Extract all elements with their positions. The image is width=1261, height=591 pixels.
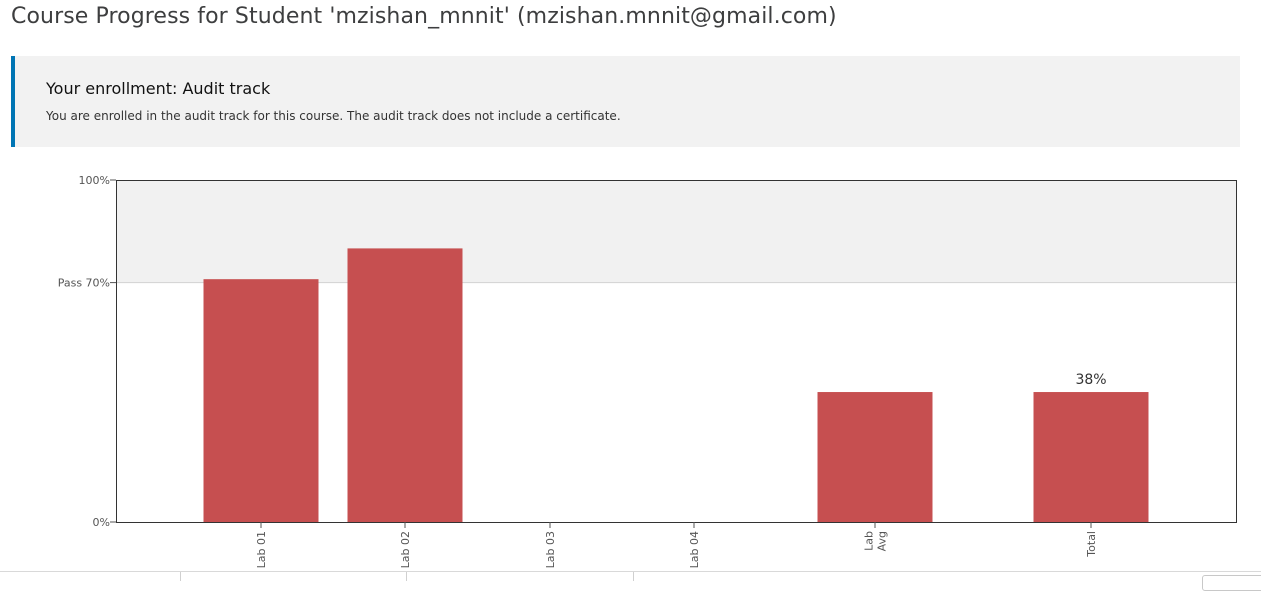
enrollment-notice: Your enrollment: Audit track You are enr…	[11, 56, 1240, 147]
chart-bar	[1033, 392, 1149, 522]
plot-frame	[116, 180, 1237, 523]
y-tick-label: Pass 70%	[58, 277, 110, 290]
x-tick-label: Lab 03	[544, 531, 557, 568]
x-tick-label: Lab 04	[688, 531, 701, 568]
x-tick-label: Lab 01	[255, 531, 268, 568]
y-tick-label: 0%	[93, 516, 110, 529]
chart-bar	[203, 279, 319, 522]
x-tick-label: Total	[1085, 531, 1098, 558]
x-tick-label: Lab	[863, 531, 876, 551]
enrollment-title: Your enrollment: Audit track	[46, 79, 271, 98]
chart-bar	[347, 248, 463, 522]
bottom-divider	[0, 571, 1261, 572]
table-column-divider	[633, 572, 634, 581]
bottom-right-button[interactable]	[1202, 575, 1261, 591]
chart-bar	[817, 392, 933, 522]
table-column-divider	[406, 572, 407, 581]
progress-chart: 100% Pass 70% 0% Lab 01 Lab 02 Lab 03 Lab 04 La…	[58, 174, 1237, 568]
bar-value-label: 38%	[1075, 372, 1106, 388]
y-tick-label: 100%	[79, 174, 110, 187]
enrollment-message: You are enrolled in the audit track for …	[46, 109, 621, 123]
pass-zone-band	[116, 180, 1237, 283]
page-title: Course Progress for Student 'mzishan_mnn…	[11, 4, 837, 29]
x-tick-label: Avg	[876, 531, 889, 551]
table-column-divider	[180, 572, 181, 581]
x-tick-label: Lab 02	[399, 531, 412, 568]
